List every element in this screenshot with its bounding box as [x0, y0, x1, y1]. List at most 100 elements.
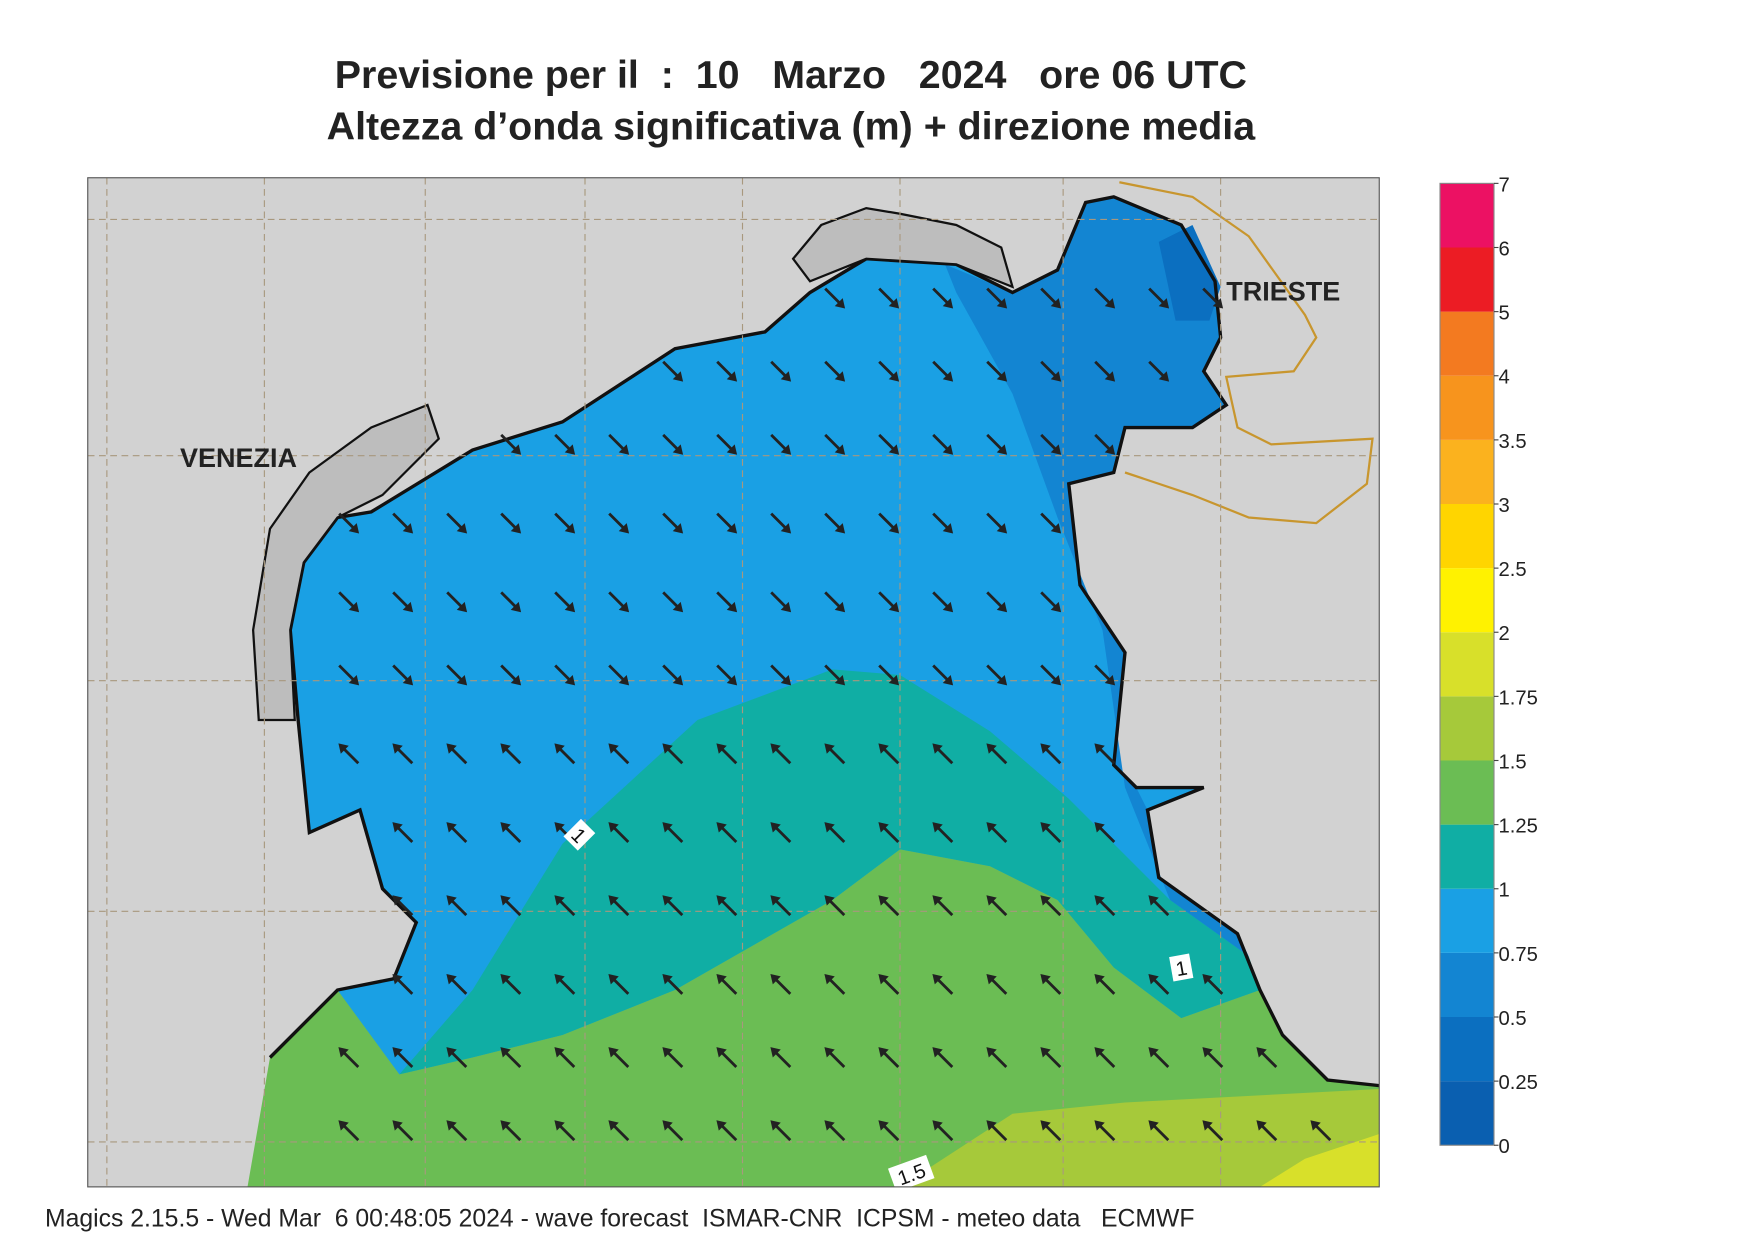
arrow-head [834, 371, 846, 382]
arrow-head [672, 444, 684, 455]
arrow [500, 743, 522, 765]
arrow-head [888, 601, 900, 613]
arrow-head [932, 895, 943, 906]
arrow-head [608, 1120, 619, 1131]
arrow-head [1040, 974, 1051, 985]
arrow-head [510, 601, 522, 613]
arrow [1040, 512, 1062, 534]
arrow-head [662, 974, 673, 985]
arrow [932, 433, 954, 455]
arrow-head [1202, 1047, 1213, 1058]
colorbar-label: 1 [1499, 880, 1510, 902]
arrow-head [672, 523, 684, 534]
arrow [392, 664, 414, 686]
arrow-head [716, 1120, 727, 1131]
colorbar-label: 0 [1499, 1136, 1510, 1158]
arrow [608, 664, 630, 686]
arrow-head [608, 974, 619, 985]
arrow-head [500, 743, 511, 754]
arrow [824, 895, 846, 917]
arrow [716, 974, 738, 995]
arrow [446, 895, 468, 917]
arrow [878, 895, 900, 917]
arrow [1148, 974, 1170, 995]
arrow [1202, 1047, 1224, 1069]
arrow-head [770, 1120, 781, 1131]
arrow [554, 433, 576, 455]
arrow [1040, 1120, 1062, 1142]
arrow [608, 591, 630, 613]
arrow-head [662, 1047, 673, 1058]
arrow [500, 895, 522, 917]
arrow [446, 822, 468, 844]
arrow [986, 433, 1008, 455]
arrow-head [716, 1047, 727, 1058]
arrow [608, 1120, 630, 1142]
arrow-head [1050, 371, 1062, 382]
arrow [662, 591, 684, 613]
arrow-head [1104, 371, 1116, 382]
arrow [392, 895, 414, 917]
arrow [1094, 664, 1116, 686]
arrow [986, 512, 1008, 534]
arrow [716, 512, 738, 534]
arrow-head [824, 1047, 835, 1058]
arrow [446, 974, 468, 995]
arrow-head [1094, 895, 1105, 906]
arrow-head [878, 1047, 889, 1058]
arrow [932, 895, 954, 917]
arrow-head [1104, 444, 1116, 455]
arrow-head [1202, 974, 1213, 985]
arrow [986, 743, 1008, 765]
arrow [1094, 895, 1116, 917]
arrow [662, 360, 684, 382]
arrow [932, 743, 954, 765]
border [1119, 181, 1374, 525]
wave-zone-1.5 [900, 1089, 1380, 1187]
arrow-head [402, 523, 414, 534]
arrow [554, 664, 576, 686]
arrow [878, 512, 900, 534]
arrow-head [878, 895, 889, 906]
arrow-head [1148, 895, 1159, 906]
colorbar: 0 0.25 0.5 0.75 1 1.25 1.5 1.75 2 2.5 3 3.5 4 5 6 7 [1439, 174, 1538, 1158]
arrow [500, 591, 522, 613]
arrow-head [392, 1047, 403, 1058]
arrow [932, 360, 954, 382]
arrow-head [1050, 444, 1062, 455]
arrow [770, 664, 792, 686]
city-label: TRIESTE [1226, 276, 1340, 306]
arrow-head [500, 822, 511, 833]
arrow [338, 1047, 360, 1069]
arrow [824, 287, 846, 309]
arrow [824, 664, 846, 686]
colorbar-band [1440, 888, 1494, 953]
arrow [338, 1120, 360, 1142]
arrow-head [1050, 523, 1062, 534]
arrow [770, 895, 792, 917]
arrow-head [662, 822, 673, 833]
arrow-head [996, 371, 1008, 382]
city-label: VENEZIA [180, 443, 297, 473]
arrow-head [1050, 601, 1062, 613]
arrow [824, 591, 846, 613]
colorbar-band [1440, 504, 1494, 569]
arrow-head [780, 371, 792, 382]
arrow [392, 512, 414, 534]
arrow-head [402, 601, 414, 613]
arrow [1094, 1120, 1116, 1142]
arrow-head [564, 444, 576, 455]
arrow [1040, 1047, 1062, 1069]
colorbar-label: 1.5 [1499, 751, 1527, 773]
arrow-head [770, 743, 781, 754]
arrow-head [888, 523, 900, 534]
arrow [662, 822, 684, 844]
arrow [716, 743, 738, 765]
colorbar-label: 3 [1499, 495, 1510, 517]
colorbar-band [1440, 760, 1494, 825]
arrow [500, 974, 522, 995]
arrow-head [608, 895, 619, 906]
arrow-head [716, 822, 727, 833]
arrow [716, 895, 738, 917]
arrow [878, 591, 900, 613]
